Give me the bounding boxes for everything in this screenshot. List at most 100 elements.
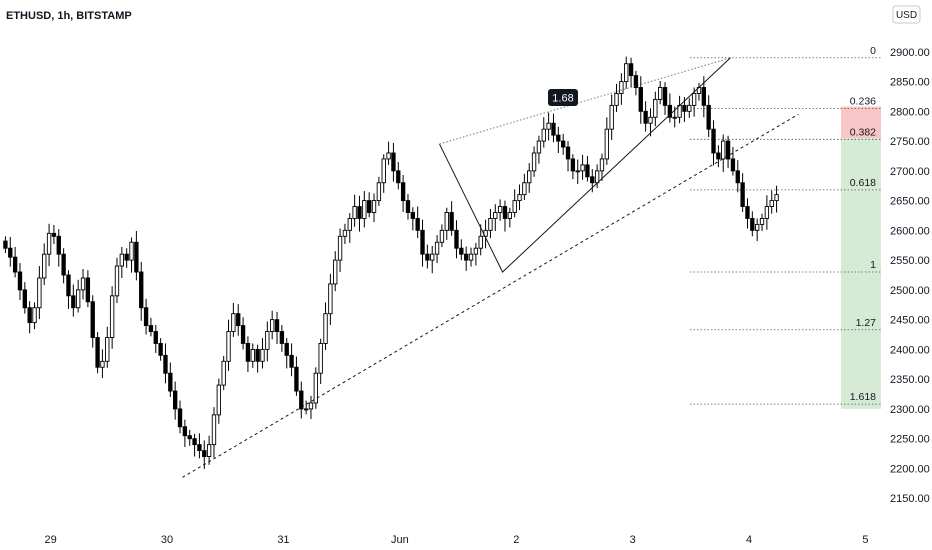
candle: [367, 192, 372, 218]
candle-body: [134, 241, 139, 273]
y-tick-label-0: 2150.00: [890, 493, 930, 505]
candle-body: [546, 122, 551, 130]
candle: [454, 220, 459, 259]
candle-body: [454, 229, 459, 249]
candle-body: [22, 289, 28, 309]
candle-body: [614, 93, 619, 106]
candle-body: [706, 104, 711, 130]
candle-body: [172, 390, 178, 410]
fib-label-0: 0: [870, 45, 876, 57]
y-tick-label-1: 2200.00: [890, 463, 930, 475]
candle: [391, 142, 396, 182]
candle: [716, 145, 721, 168]
price-axis[interactable]: 2150.00 2200.00 2250.00 2300.00 2350.00 2400.…: [890, 47, 930, 505]
candle: [347, 213, 352, 243]
y-tick-label-2: 2250.00: [890, 434, 930, 446]
candle: [590, 169, 595, 193]
candle: [730, 147, 736, 176]
candle: [250, 343, 255, 368]
candle: [139, 261, 144, 321]
candle-body: [255, 348, 260, 362]
candle-body: [565, 146, 571, 160]
currency-button[interactable]: USD: [892, 5, 921, 24]
candle: [56, 229, 61, 267]
candle: [478, 224, 483, 256]
candle-body: [425, 253, 430, 261]
candle-body: [371, 200, 377, 213]
candle-body: [648, 116, 653, 124]
trendline: [182, 113, 799, 478]
candle-body: [711, 128, 716, 154]
candle-body: [8, 247, 13, 258]
candle-body: [221, 360, 226, 386]
zigzag-line: [439, 57, 731, 273]
candle-body: [725, 140, 731, 160]
candle: [95, 332, 100, 374]
candle: [279, 324, 285, 352]
candle: [735, 160, 740, 193]
candle-body: [17, 271, 23, 291]
candle: [265, 321, 270, 362]
candle-body: [400, 182, 406, 202]
candle-body: [187, 435, 192, 440]
candle-body: [730, 158, 736, 172]
candle-body: [347, 218, 352, 231]
candle-body: [468, 253, 474, 261]
candle: [299, 381, 304, 419]
candle: [536, 135, 542, 164]
candle-body: [473, 247, 479, 255]
candle-body: [206, 444, 212, 457]
candle-body: [769, 200, 774, 208]
candle-body: [396, 170, 401, 184]
candle: [289, 343, 294, 377]
y-tick-label-8: 2550.00: [890, 255, 930, 267]
candle-body: [66, 274, 71, 297]
candle: [27, 301, 32, 334]
candle: [255, 344, 260, 373]
candle: [303, 400, 309, 415]
candle-body: [449, 212, 454, 231]
x-tick-label-4: 2: [513, 534, 519, 546]
candle-body: [109, 295, 115, 338]
candle: [129, 237, 134, 273]
candle: [177, 400, 183, 434]
candle: [197, 433, 202, 459]
candle: [430, 245, 435, 274]
candle-body: [536, 140, 542, 154]
candle: [667, 93, 673, 123]
candle: [565, 141, 571, 172]
candle-body: [153, 331, 158, 344]
candle: [323, 302, 328, 350]
ratio-badge: [548, 89, 578, 106]
candle-body: [517, 194, 522, 202]
candle-body: [643, 110, 648, 124]
candle-body: [512, 200, 517, 213]
candle: [527, 163, 532, 193]
candle-body: [633, 75, 639, 88]
candle: [22, 282, 28, 314]
candle: [745, 198, 750, 229]
candle-body: [653, 98, 658, 118]
candle: [172, 381, 178, 420]
candle: [396, 161, 401, 190]
candle: [226, 319, 231, 371]
candle-body: [527, 170, 532, 184]
candle-body: [604, 128, 609, 160]
candle-body: [464, 253, 469, 261]
candle-body: [42, 253, 47, 279]
candle-body: [265, 331, 270, 350]
candle-body: [90, 301, 95, 338]
candle-body: [541, 128, 546, 142]
candle: [231, 302, 236, 337]
y-tick-label-6: 2450.00: [890, 315, 930, 327]
candle-body: [12, 256, 18, 273]
candle: [677, 95, 682, 124]
candle-body: [594, 170, 600, 184]
candle-body: [556, 134, 561, 142]
candle: [507, 207, 513, 228]
fib-label-3: 0.618: [850, 177, 876, 189]
time-axis[interactable]: 29 30 31 Jun 2 3 4 5: [45, 534, 869, 546]
candle: [488, 208, 493, 239]
candle-body: [308, 402, 314, 410]
